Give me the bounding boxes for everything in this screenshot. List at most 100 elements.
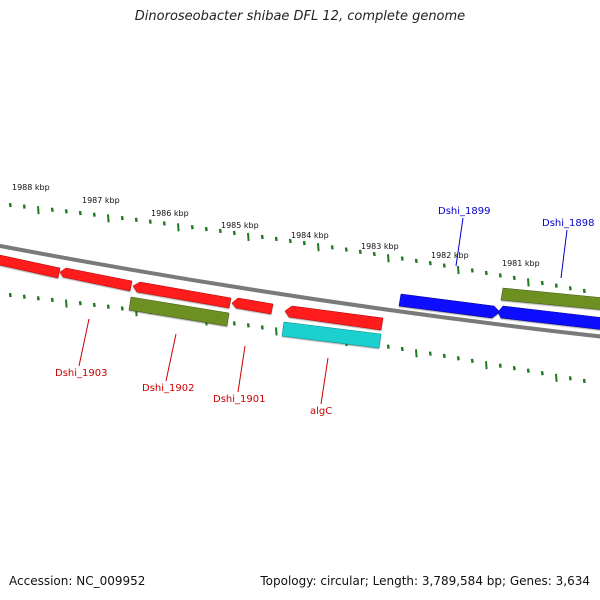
feature-bar-dshi-1898-olive[interactable]	[500, 287, 600, 310]
outer-ring-minor-tick	[414, 258, 418, 264]
genome-backbone	[0, 243, 600, 339]
gene-label-dshi-1899[interactable]: Dshi_1899	[438, 206, 490, 217]
ruler-label-1986: 1986 kbp	[151, 209, 189, 218]
accession-text: Accession: NC_009952	[9, 574, 146, 588]
outer-ring-minor-tick	[134, 217, 138, 223]
outer-ring-minor-tick	[498, 273, 502, 278]
outer-ring-minor-tick	[540, 280, 544, 286]
leader-line-dshi-1902	[165, 333, 177, 382]
ruler-label-1981: 1981 kbp	[502, 259, 540, 268]
outer-ring-minor-tick	[274, 236, 278, 242]
outer-ring-minor-tick	[372, 251, 376, 257]
outer-ring-major-tick	[317, 243, 320, 252]
inner-ring-minor-tick	[106, 304, 110, 309]
feature-bar-dshi-1902-olive[interactable]	[128, 296, 230, 327]
leader-line-dshi-1899	[455, 217, 464, 267]
gene-arrow-dshi-1904[interactable]	[0, 254, 61, 279]
outer-ring-minor-tick	[50, 207, 54, 212]
map-title: Dinoroseobacter shibae DFL 12, complete …	[134, 9, 466, 24]
outer-ring-minor-tick	[288, 238, 292, 244]
inner-ring-minor-tick	[540, 371, 544, 376]
outer-ring-minor-tick	[260, 234, 264, 240]
inner-ring-minor-tick	[78, 301, 82, 306]
outer-ring-minor-tick	[358, 249, 362, 254]
inner-ring-minor-tick	[386, 344, 390, 349]
inner-ring-minor-tick	[8, 292, 12, 298]
inner-ring-minor-tick	[498, 363, 502, 368]
inner-ring-minor-tick	[582, 378, 586, 384]
inner-ring-minor-tick	[246, 323, 250, 328]
outer-ring-minor-tick	[78, 210, 82, 216]
inner-ring-minor-tick	[428, 351, 432, 356]
outer-ring-minor-tick	[400, 256, 404, 261]
gene-label-dshi-1902[interactable]: Dshi_1902	[142, 383, 194, 394]
gene-label-dshi-1898[interactable]: Dshi_1898	[542, 218, 594, 229]
ruler-label-1988: 1988 kbp	[12, 183, 50, 192]
ruler-label-1983: 1983 kbp	[361, 242, 399, 251]
outer-ring-minor-tick	[92, 212, 96, 217]
outer-ring-minor-tick	[204, 226, 208, 232]
gene-arrow-dshi-1899[interactable]	[398, 293, 501, 319]
outer-ring-major-tick	[527, 278, 530, 287]
gene-label-algc[interactable]: algC	[310, 406, 332, 417]
gene-arrow-algc[interactable]	[284, 305, 384, 331]
inner-ring-minor-tick	[456, 356, 460, 361]
inner-ring-minor-tick	[512, 365, 516, 371]
feature-bar-algc-cyan[interactable]	[281, 321, 382, 349]
outer-ring-minor-tick	[190, 224, 194, 230]
inner-ring-minor-tick	[120, 306, 124, 311]
outer-ring-minor-tick	[568, 286, 572, 291]
outer-ring-minor-tick	[302, 240, 306, 246]
outer-ring-major-tick	[107, 214, 110, 223]
outer-ring-major-tick	[177, 223, 180, 232]
outer-ring-minor-tick	[428, 261, 432, 266]
outer-ring-major-tick	[247, 232, 250, 241]
inner-ring-minor-tick	[442, 353, 446, 359]
outer-ring-major-tick	[387, 254, 390, 263]
gene-label-dshi-1903[interactable]: Dshi_1903	[55, 368, 107, 379]
gene-arrow-dshi-1903[interactable]	[59, 267, 133, 292]
inner-ring-minor-tick	[232, 321, 236, 326]
outer-ring-minor-tick	[148, 219, 152, 224]
gene-arrow-dshi-1901[interactable]	[231, 297, 274, 315]
outer-ring-major-tick	[37, 206, 40, 215]
genome-summary-text: Topology: circular; Length: 3,789,584 bp…	[260, 574, 590, 588]
ruler-label-1982: 1982 kbp	[431, 251, 469, 260]
inner-ring-minor-tick	[470, 358, 474, 363]
gene-label-dshi-1901[interactable]: Dshi_1901	[213, 394, 265, 405]
leader-line-dshi-1898	[560, 229, 568, 279]
inner-ring-minor-tick	[526, 368, 530, 373]
ruler-label-1985: 1985 kbp	[221, 221, 259, 230]
outer-ring-minor-tick	[582, 288, 586, 294]
ruler-label-1984: 1984 kbp	[291, 231, 329, 240]
inner-ring-major-tick	[485, 361, 488, 370]
leader-line-dshi-1901	[237, 345, 246, 393]
gene-arrow-dshi-1902[interactable]	[132, 281, 232, 309]
inner-ring-minor-tick	[568, 376, 572, 381]
outer-ring-minor-tick	[330, 245, 334, 250]
gene-arrow-dshi-1898[interactable]	[497, 305, 600, 330]
outer-ring-minor-tick	[120, 215, 124, 221]
outer-ring-minor-tick	[232, 230, 236, 236]
inner-ring-minor-tick	[92, 302, 96, 308]
outer-ring-minor-tick	[218, 228, 222, 234]
outer-ring-minor-tick	[470, 268, 474, 273]
outer-tick-ring	[8, 202, 586, 294]
inner-ring-minor-tick	[50, 297, 54, 303]
inner-ring-minor-tick	[400, 346, 404, 352]
outer-ring-minor-tick	[64, 209, 68, 214]
outer-ring-minor-tick	[344, 247, 348, 252]
inner-ring-major-tick	[555, 373, 558, 382]
inner-ring-minor-tick	[22, 294, 26, 299]
inner-ring-minor-tick	[260, 325, 264, 330]
inner-ring-minor-tick	[36, 296, 40, 301]
outer-ring-minor-tick	[22, 204, 26, 209]
outer-ring-minor-tick	[442, 263, 446, 268]
inner-ring-major-tick	[415, 349, 418, 358]
outer-ring-major-tick	[457, 265, 460, 275]
leader-line-algc	[320, 357, 329, 405]
ruler-label-1987: 1987 kbp	[82, 196, 120, 205]
outer-ring-minor-tick	[554, 283, 558, 288]
leader-line-dshi-1903	[78, 318, 90, 367]
